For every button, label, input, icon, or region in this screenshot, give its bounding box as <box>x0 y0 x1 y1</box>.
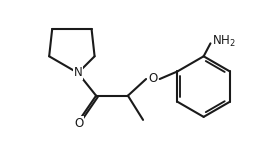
Text: N: N <box>73 66 82 80</box>
Text: O: O <box>74 117 84 130</box>
Text: O: O <box>148 72 158 85</box>
Text: NH$_2$: NH$_2$ <box>212 34 236 49</box>
